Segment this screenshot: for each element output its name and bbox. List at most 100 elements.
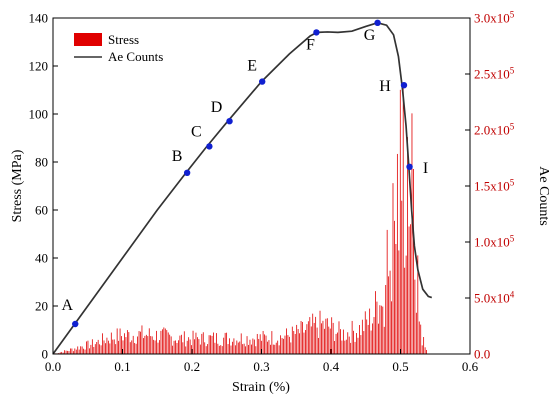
ae-bar xyxy=(364,311,366,354)
ae-bar xyxy=(143,338,144,354)
ae-bar xyxy=(270,344,271,354)
ae-bar xyxy=(315,316,317,354)
point-a-marker xyxy=(72,320,79,328)
ae-bar xyxy=(122,340,124,354)
ae-bar xyxy=(413,169,414,354)
ae-bar xyxy=(338,321,340,354)
ae-bar xyxy=(147,336,149,354)
ae-bar xyxy=(230,345,232,354)
right-tick-label: 1.0x105 xyxy=(474,234,515,250)
ae-bar xyxy=(402,85,404,354)
ae-bar xyxy=(344,340,346,354)
ae-bar xyxy=(135,343,137,354)
point-i-label: I xyxy=(423,160,428,177)
ae-bar xyxy=(356,333,357,354)
ae-bar xyxy=(132,335,134,354)
ae-bar xyxy=(303,332,305,354)
ae-bar xyxy=(255,346,257,354)
ae-bar xyxy=(134,342,136,354)
left-axis-ticks: 0 20 40 60 80 100 120 140 xyxy=(29,11,58,362)
ae-bar xyxy=(345,339,347,354)
ae-bar xyxy=(213,332,214,354)
ae-bar xyxy=(80,346,82,354)
right-tick-label: 2.5x105 xyxy=(474,66,515,82)
ae-bar xyxy=(328,326,330,354)
ae-bar xyxy=(224,332,226,354)
ae-bar xyxy=(185,346,187,354)
ae-bar xyxy=(81,346,83,354)
ae-bar xyxy=(86,341,87,354)
ae-bar xyxy=(415,312,417,354)
ae-bar xyxy=(91,339,93,354)
ae-bar xyxy=(226,332,228,354)
ae-bar xyxy=(93,346,95,354)
ae-bar xyxy=(261,340,263,354)
ae-bar xyxy=(309,317,311,354)
point-i-marker xyxy=(406,163,413,170)
ae-bar xyxy=(249,339,251,354)
ae-bar xyxy=(107,340,109,354)
ae-bar xyxy=(306,324,308,354)
ae-bar xyxy=(399,89,401,354)
ae-bar xyxy=(286,328,287,354)
ae-bar xyxy=(233,338,235,354)
ae-bar xyxy=(195,332,197,354)
ae-bar xyxy=(245,346,246,354)
ae-bar xyxy=(137,336,138,354)
ae-bar xyxy=(348,336,350,354)
ae-bar xyxy=(138,331,140,354)
ae-bar xyxy=(354,341,356,354)
right-tick-label: 3.0x105 xyxy=(474,10,515,26)
ae-bar xyxy=(280,335,282,354)
x-axis-label: Strain (%) xyxy=(232,380,290,395)
ae-bar xyxy=(154,340,156,354)
ae-bar xyxy=(189,339,191,354)
ae-bar xyxy=(199,344,201,354)
ae-bar xyxy=(287,335,289,354)
y-axis-right-label: Ae Counts xyxy=(536,166,550,226)
ae-bar xyxy=(337,332,338,354)
ae-bar xyxy=(229,338,230,354)
right-axis-ticks: 0.0 5.0x104 1.0x105 1.5x105 2.0x105 2.5x105 3.… xyxy=(465,10,515,362)
ae-bar xyxy=(198,339,200,354)
ae-bar xyxy=(113,339,115,354)
ae-bar xyxy=(94,344,96,354)
ae-bar xyxy=(324,328,325,354)
ae-bar xyxy=(70,348,71,354)
ae-bar xyxy=(236,340,238,354)
left-tick-label: 100 xyxy=(29,107,49,122)
ae-bar xyxy=(366,319,368,354)
ae-bar xyxy=(110,332,112,354)
ae-bar xyxy=(201,333,203,354)
ae-bar xyxy=(140,331,141,354)
point-e-label: E xyxy=(247,58,257,75)
ae-bar xyxy=(211,335,213,354)
bottom-tick-label: 0.6 xyxy=(462,359,479,374)
ae-bar xyxy=(175,340,176,354)
ae-bar xyxy=(87,340,89,354)
ae-bar xyxy=(131,340,133,354)
ae-bar xyxy=(332,322,334,354)
ae-bar xyxy=(414,279,416,354)
ae-bar xyxy=(62,352,64,354)
ae-count-bars xyxy=(53,85,429,354)
ae-bar xyxy=(163,327,165,354)
ae-bar xyxy=(202,332,204,354)
ae-bar xyxy=(64,350,66,354)
point-a-label: A xyxy=(61,297,73,314)
ae-bar xyxy=(166,330,168,354)
ae-bar xyxy=(392,183,394,354)
ae-bar xyxy=(240,333,242,354)
marked-points: A BCD E F G H I xyxy=(61,19,428,328)
bottom-tick-label: 0.4 xyxy=(323,359,340,374)
ae-bar xyxy=(227,344,229,354)
ae-bar xyxy=(169,334,171,354)
ae-bar xyxy=(417,255,419,354)
ae-bar xyxy=(126,330,128,354)
ae-bar xyxy=(223,337,225,354)
ae-bar xyxy=(252,338,254,354)
ae-bar xyxy=(128,332,130,354)
ae-bar xyxy=(410,224,411,354)
bottom-tick-label: 0.5 xyxy=(392,359,408,374)
ae-bar xyxy=(178,340,179,354)
